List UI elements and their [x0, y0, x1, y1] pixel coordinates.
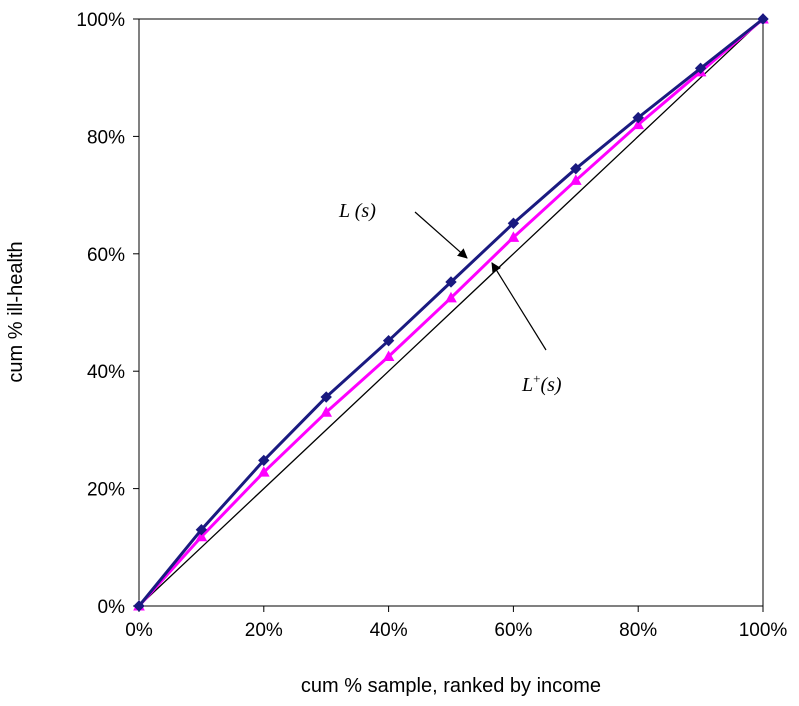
y-tick-label: 100%: [76, 10, 125, 31]
series-0-point: [507, 217, 520, 229]
annotation-l-plus: L+(s): [491, 262, 562, 396]
series-0-point: [694, 62, 707, 75]
series-1-point: [507, 231, 520, 242]
x-tick-label: 60%: [494, 620, 532, 641]
x-tick-label: 80%: [619, 620, 657, 641]
y-axis: 0% 20% 40% 60% 80% 100%: [76, 10, 139, 618]
x-axis: 0% 20% 40% 60% 80% 100%: [125, 606, 787, 641]
series-1-point: [382, 350, 395, 362]
y-tick-label: 40%: [87, 362, 125, 383]
annotation-l-plus-label: L+(s): [521, 371, 562, 396]
series-1-point: [320, 406, 333, 417]
annotation-l: L (s): [338, 200, 468, 259]
series-0-point: [258, 454, 270, 467]
annotation-l-plus-arrow: [491, 262, 547, 351]
annotation-l-label: L (s): [338, 200, 376, 222]
y-axis-label: cum % ill-health: [5, 241, 27, 382]
x-tick-label: 100%: [739, 620, 788, 641]
series-1-point: [195, 530, 208, 542]
series-1-point: [569, 174, 582, 185]
series-line-2: [138, 18, 764, 607]
y-tick-label: 20%: [87, 480, 125, 501]
series-0-point: [632, 111, 644, 124]
series-0-point: [382, 334, 395, 347]
series-1-point: [445, 291, 457, 303]
series-0-point: [757, 13, 769, 25]
x-tick-label: 0%: [125, 620, 153, 641]
series-0-point: [133, 600, 145, 612]
series-0-point: [570, 162, 582, 175]
y-tick-label: 60%: [87, 245, 125, 266]
x-axis-label: cum % sample, ranked by income: [301, 675, 601, 697]
series-layer: [133, 12, 769, 612]
series-0-point: [195, 523, 208, 536]
series-0-point: [445, 276, 457, 288]
annotation-l-arrow: [414, 211, 468, 259]
x-tick-label: 40%: [370, 620, 408, 641]
x-tick-label: 20%: [245, 620, 283, 641]
y-tick-label: 80%: [87, 127, 125, 148]
y-tick-label: 0%: [98, 597, 126, 618]
series-1-point: [257, 466, 270, 477]
series-1-point: [632, 118, 645, 130]
series-0-point: [320, 391, 332, 403]
